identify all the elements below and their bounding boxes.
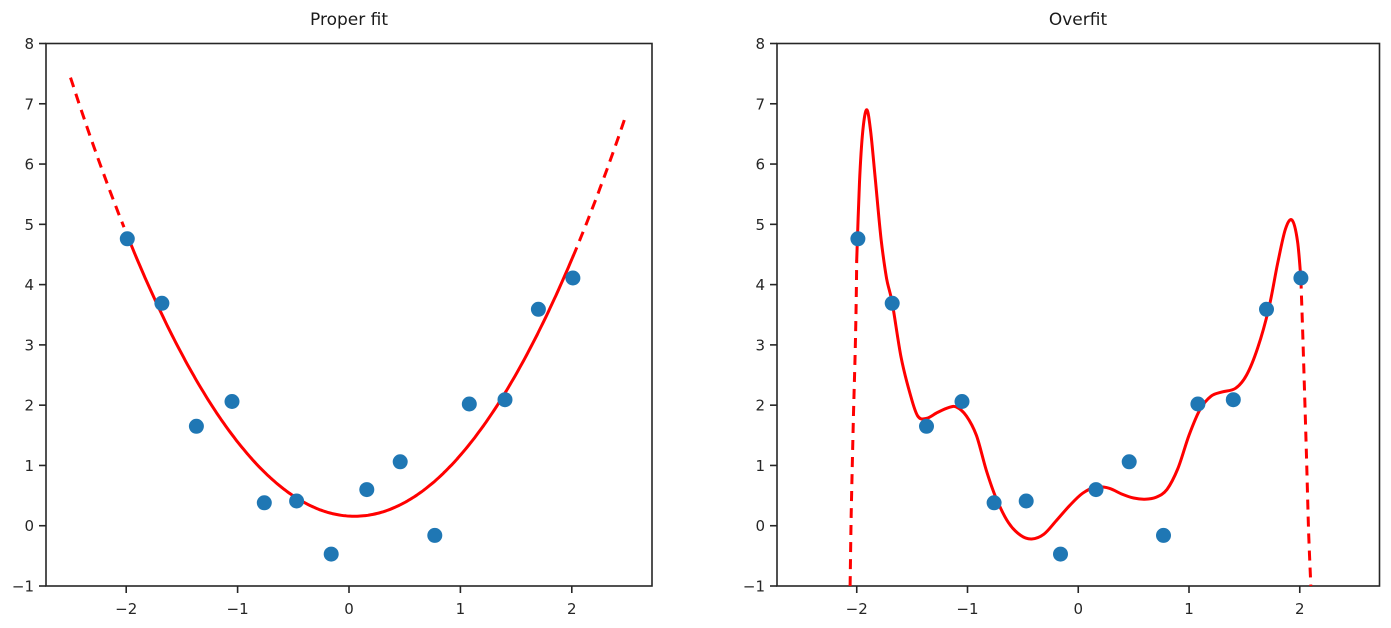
scatter-point xyxy=(850,231,866,247)
scatter-point xyxy=(1121,454,1137,470)
y-tick-label: 3 xyxy=(755,336,765,354)
x-tick-label: 2 xyxy=(1295,600,1305,618)
y-tick-label: 0 xyxy=(24,517,34,535)
scatter-point xyxy=(986,495,1002,511)
y-tick-label: 2 xyxy=(755,397,765,415)
x-tick-label: 1 xyxy=(456,600,466,618)
scatter-point xyxy=(461,396,477,412)
y-tick-label: −1 xyxy=(743,578,765,596)
x-tick-label: −2 xyxy=(115,600,137,618)
y-tick-label: −1 xyxy=(12,578,34,596)
fit-curve-solid xyxy=(855,108,1303,541)
y-tick-label: 2 xyxy=(24,397,34,415)
y-tick-label: 6 xyxy=(24,156,34,174)
y-tick-label: 7 xyxy=(755,95,765,113)
scatter-point xyxy=(323,546,339,562)
scatter-point xyxy=(1190,396,1206,412)
left-chart-title: Proper fit xyxy=(310,10,388,30)
scatter-point xyxy=(1053,546,1068,562)
y-tick-label: 3 xyxy=(24,336,34,354)
scatter-point xyxy=(1225,392,1241,408)
x-tick-label: −2 xyxy=(846,600,868,618)
scatter-point xyxy=(565,270,581,286)
x-tick-label: −1 xyxy=(227,600,249,618)
scatter-point xyxy=(154,295,170,311)
scatter-point xyxy=(224,394,240,409)
fit-curve-dashed xyxy=(571,113,628,258)
y-tick-label: 7 xyxy=(24,95,34,113)
plot-frame xyxy=(776,42,1381,587)
scatter-point xyxy=(954,394,970,409)
x-tick-label: 1 xyxy=(1184,600,1194,618)
x-tick-label: 2 xyxy=(567,600,577,618)
y-tick-label: 1 xyxy=(755,457,765,475)
y-tick-label: 4 xyxy=(755,276,765,294)
fit-curve-solid xyxy=(125,234,575,518)
y-tick-label: 5 xyxy=(755,216,765,234)
fit-curve-dashed xyxy=(69,77,126,228)
scatter-point xyxy=(256,495,272,511)
y-tick-label: 5 xyxy=(24,216,34,234)
scatter-point xyxy=(530,301,546,317)
scatter-point xyxy=(919,418,934,434)
scatter-point xyxy=(1259,301,1274,317)
y-tick-label: 1 xyxy=(24,457,34,475)
scatter-point xyxy=(392,454,408,470)
y-tick-label: 4 xyxy=(24,276,34,294)
plot-frame xyxy=(45,42,653,587)
scatter-point xyxy=(497,392,513,408)
y-tick-label: 6 xyxy=(755,156,765,174)
scatter-point xyxy=(289,493,305,509)
scatter-point xyxy=(1156,527,1171,543)
y-tick-label: 0 xyxy=(755,517,765,535)
x-tick-label: −1 xyxy=(956,600,978,618)
scatter-point xyxy=(359,482,375,498)
right-chart-title: Overfit xyxy=(1048,10,1108,30)
scatter-point xyxy=(884,295,900,311)
scatter-point xyxy=(119,231,135,247)
scatter-point xyxy=(188,418,204,434)
x-tick-label: 0 xyxy=(344,600,354,618)
scatter-point xyxy=(1293,270,1309,286)
y-tick-label: 8 xyxy=(24,35,34,53)
scatter-point xyxy=(427,527,443,543)
x-tick-label: 0 xyxy=(1073,600,1083,618)
scatter-point xyxy=(1088,482,1104,498)
fit-curve-dashed xyxy=(1299,278,1313,587)
fit-curve-dashed xyxy=(848,260,859,587)
y-tick-label: 8 xyxy=(755,35,765,53)
scatter-point xyxy=(1018,493,1034,509)
